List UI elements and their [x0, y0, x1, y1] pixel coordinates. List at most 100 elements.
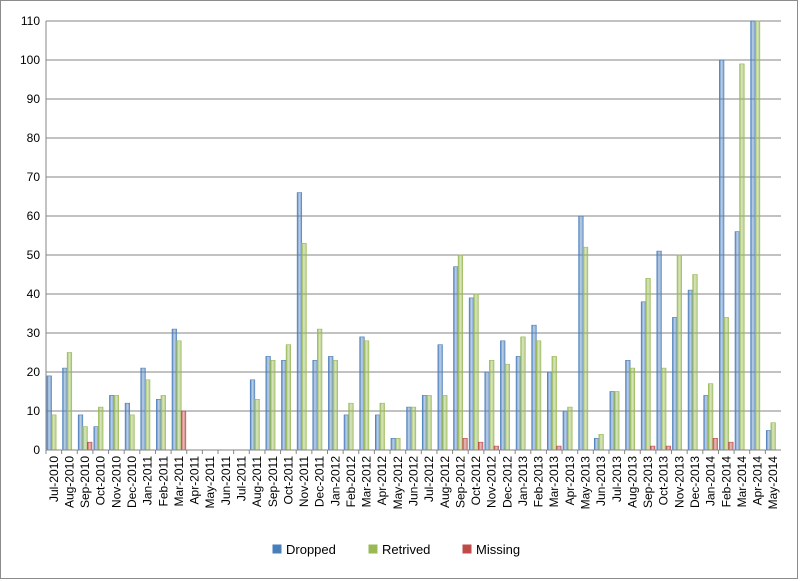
bar-dropped — [375, 414, 381, 451]
bar-retrived — [363, 340, 370, 451]
x-tick-label: May-2011 — [203, 456, 217, 509]
bar-missing — [728, 441, 734, 451]
bar-retrived — [551, 356, 557, 451]
x-tick-label: Aug-2011 — [250, 456, 264, 507]
bar-retrived — [676, 254, 682, 451]
bar-retrived — [301, 243, 307, 451]
grid-lines — [46, 20, 781, 451]
y-tick-label: 80 — [27, 131, 41, 145]
bar-dropped — [672, 317, 678, 451]
bar-dropped — [390, 437, 396, 451]
legend-label-dropped: Dropped — [286, 542, 336, 557]
bar-dropped — [93, 426, 99, 451]
bar-retrived — [270, 359, 276, 451]
bar-missing — [462, 437, 468, 451]
bar-dropped — [281, 359, 287, 451]
x-tick-label: Jun-2012 — [407, 456, 421, 506]
bar-retrived — [426, 395, 432, 451]
bar-missing — [478, 441, 484, 451]
x-tick-label: Apr-2011 — [188, 456, 202, 505]
bar-dropped — [468, 297, 475, 451]
bar-retrived — [770, 422, 776, 451]
x-tick-label: Oct-2010 — [94, 456, 108, 506]
x-tick-label: Nov-2012 — [485, 456, 499, 508]
y-tick-label: 90 — [27, 92, 41, 106]
bar-dropped — [406, 406, 412, 451]
bar-retrived — [82, 426, 88, 451]
x-tick-label: Sep-2013 — [641, 456, 655, 508]
x-tick-label: Jan-2014 — [704, 456, 718, 506]
bar-dropped — [640, 301, 647, 451]
bar-retrived — [254, 398, 260, 451]
x-tick-label: May-2012 — [391, 456, 405, 510]
x-tick-label: Jul-2012 — [422, 456, 436, 502]
x-tick-label: Aug-2010 — [62, 456, 76, 508]
bar-dropped — [578, 215, 584, 451]
x-tick-label: Feb-2013 — [532, 456, 546, 508]
x-tick-label: Nov-2010 — [109, 456, 123, 508]
y-tick-label: 20 — [27, 365, 41, 379]
bar-dropped — [328, 356, 334, 451]
x-tick-label: Sep-2011 — [266, 456, 280, 507]
x-tick-label: Jan-2011 — [141, 456, 155, 505]
bar-dropped — [593, 437, 600, 451]
bar-dropped — [547, 371, 553, 451]
bar-missing — [556, 445, 562, 451]
bar-dropped — [703, 395, 709, 451]
bar-retrived — [348, 402, 354, 451]
bar-missing — [650, 445, 656, 451]
x-tick-label: Jan-2013 — [516, 456, 530, 506]
y-tick-label: 40 — [27, 287, 41, 301]
bar-retrived — [536, 340, 542, 451]
x-tick-label: Feb-2012 — [344, 456, 358, 508]
legend-label-retrived: Retrived — [382, 542, 430, 557]
bar-dropped — [719, 59, 725, 451]
bar-retrived — [176, 340, 182, 451]
bar-dropped — [515, 356, 521, 451]
bar-missing — [665, 445, 671, 451]
bar-retrived — [708, 383, 714, 451]
x-axis: Jul-2010 Aug-2010 Sep-2010 Oct-2010 Nov-2010… — [45, 449, 781, 510]
bar-dropped — [359, 336, 365, 451]
bar-retrived — [457, 254, 464, 451]
x-tick-label: Dec-2011 — [313, 456, 327, 507]
bar-dropped — [765, 430, 772, 451]
bar-dropped — [687, 289, 693, 451]
legend-label-missing: Missing — [476, 542, 520, 557]
bar-retrived — [442, 395, 448, 451]
bar-dropped — [437, 344, 443, 451]
bar-dropped — [109, 395, 115, 451]
bar-dropped — [421, 395, 428, 451]
bar-dropped — [343, 414, 349, 451]
bar-retrived — [645, 278, 651, 451]
bar-missing — [493, 445, 499, 451]
x-tick-label: Apr-2014 — [751, 456, 765, 506]
bar-retrived — [285, 344, 291, 451]
y-tick-label: 50 — [27, 248, 41, 262]
x-tick-label: Jun-2011 — [219, 456, 233, 505]
bar-dropped — [562, 410, 568, 451]
y-tick-label: 60 — [27, 209, 41, 223]
bar-dropped — [484, 371, 490, 451]
x-tick-label: Nov-2011 — [297, 456, 311, 507]
bar-retrived — [582, 246, 589, 451]
bar-retrived — [723, 317, 729, 451]
x-tick-label: Sep-2012 — [453, 456, 467, 508]
bar-dropped — [609, 391, 615, 451]
bar-missing — [87, 441, 93, 451]
y-tick-label: 0 — [33, 443, 40, 457]
legend-swatch-missing — [462, 544, 472, 554]
x-tick-label: Feb-2014 — [719, 456, 733, 508]
bar-dropped — [249, 379, 256, 451]
legend-swatch-dropped — [272, 544, 282, 554]
bar-retrived — [473, 293, 479, 451]
bar-retrived — [629, 367, 636, 451]
bar-retrived — [739, 63, 745, 451]
bar-dropped — [312, 359, 318, 451]
bar-retrived — [504, 363, 510, 451]
x-tick-label: Mar-2013 — [547, 456, 561, 508]
x-tick-label: May-2013 — [579, 456, 593, 510]
bar-retrived — [98, 406, 104, 451]
bar-dropped — [46, 375, 52, 451]
